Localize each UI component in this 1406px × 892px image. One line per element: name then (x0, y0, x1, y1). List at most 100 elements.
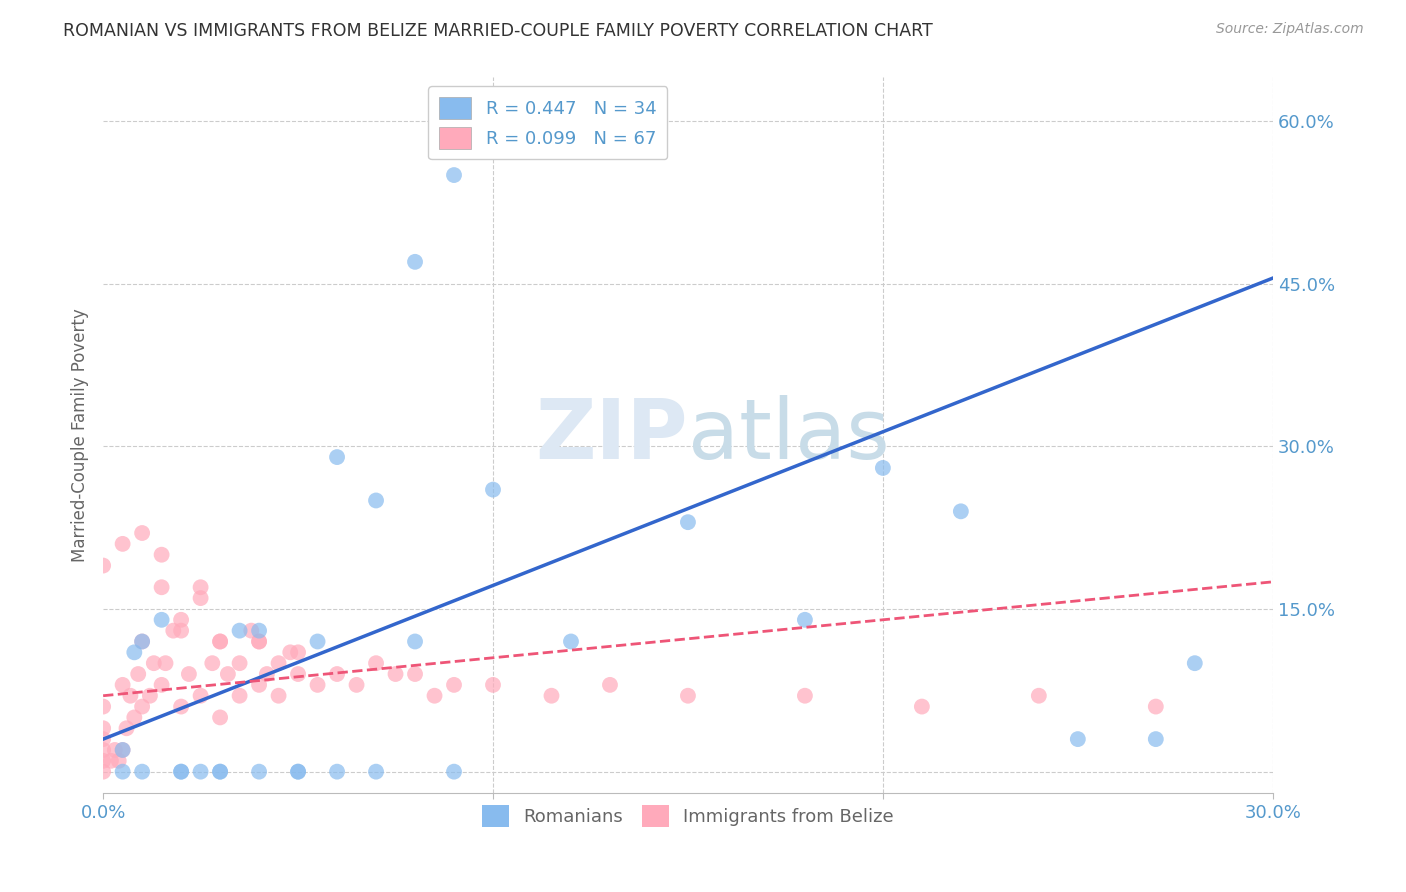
Point (111, 764, 134, 779)
Point (131, 526, 153, 541)
Point (247, 624, 270, 638)
Point (162, 624, 184, 638)
Point (256, 667, 278, 681)
Point (190, 580, 212, 594)
Text: Source: ZipAtlas.com: Source: ZipAtlas.com (1216, 22, 1364, 37)
Text: atlas: atlas (688, 395, 890, 476)
Point (404, 634, 426, 648)
Point (443, 678, 465, 692)
Point (482, 678, 505, 692)
Point (127, 667, 149, 681)
Point (170, 624, 193, 638)
Point (170, 764, 193, 779)
Text: ZIP: ZIP (536, 395, 688, 476)
Point (170, 613, 193, 627)
Point (115, 721, 138, 735)
Point (326, 764, 349, 779)
Point (560, 634, 582, 648)
Point (91, 764, 114, 779)
Point (201, 656, 224, 670)
Point (131, 634, 153, 648)
Point (190, 764, 212, 779)
Point (482, 483, 505, 497)
Point (111, 743, 134, 757)
Point (209, 764, 232, 779)
Point (100, 754, 122, 768)
Text: ROMANIAN VS IMMIGRANTS FROM BELIZE MARRIED-COUPLE FAMILY POVERTY CORRELATION CHA: ROMANIAN VS IMMIGRANTS FROM BELIZE MARRI… (63, 22, 934, 40)
Point (107, 754, 129, 768)
Point (247, 764, 270, 779)
Point (267, 656, 290, 670)
Point (326, 450, 349, 464)
Point (540, 689, 562, 703)
Point (326, 667, 349, 681)
Point (423, 689, 446, 703)
Point (209, 710, 232, 724)
Point (443, 764, 465, 779)
Point (111, 678, 134, 692)
Point (190, 591, 212, 606)
Point (142, 656, 165, 670)
Point (150, 548, 173, 562)
Point (209, 634, 232, 648)
Point (676, 515, 699, 529)
Point (287, 764, 309, 779)
Point (278, 645, 301, 659)
Point (384, 667, 406, 681)
Point (120, 689, 142, 703)
Point (1067, 732, 1090, 747)
Point (91, 743, 114, 757)
Point (124, 645, 146, 659)
Point (1144, 699, 1167, 714)
Point (443, 168, 465, 182)
Point (91, 558, 114, 573)
Point (170, 699, 193, 714)
Point (131, 699, 153, 714)
Point (793, 689, 815, 703)
Point (228, 689, 250, 703)
Point (111, 537, 134, 551)
Point (240, 624, 263, 638)
Point (150, 678, 173, 692)
Point (404, 255, 426, 269)
Point (228, 624, 250, 638)
Point (307, 678, 329, 692)
Point (91, 732, 114, 747)
Point (287, 667, 309, 681)
Point (131, 634, 153, 648)
Point (599, 678, 621, 692)
Point (247, 634, 270, 648)
Point (287, 764, 309, 779)
Point (190, 689, 212, 703)
Point (872, 461, 894, 475)
Point (287, 645, 309, 659)
Point (364, 493, 387, 508)
Legend: Romanians, Immigrants from Belize: Romanians, Immigrants from Belize (475, 798, 901, 834)
Point (267, 689, 290, 703)
Point (104, 743, 127, 757)
Point (911, 699, 934, 714)
Point (209, 764, 232, 779)
Point (131, 764, 153, 779)
Point (124, 710, 146, 724)
Point (155, 656, 177, 670)
Point (1028, 689, 1050, 703)
Point (150, 613, 173, 627)
Point (404, 667, 426, 681)
Point (170, 764, 193, 779)
Point (91, 754, 114, 768)
Point (346, 678, 368, 692)
Y-axis label: Married-Couple Family Poverty: Married-Couple Family Poverty (72, 309, 89, 562)
Point (1184, 656, 1206, 670)
Point (247, 634, 270, 648)
Point (676, 689, 699, 703)
Point (364, 656, 387, 670)
Point (150, 580, 173, 594)
Point (177, 667, 200, 681)
Point (949, 504, 972, 518)
Point (247, 678, 270, 692)
Point (793, 613, 815, 627)
Point (307, 634, 329, 648)
Point (139, 689, 162, 703)
Point (209, 634, 232, 648)
